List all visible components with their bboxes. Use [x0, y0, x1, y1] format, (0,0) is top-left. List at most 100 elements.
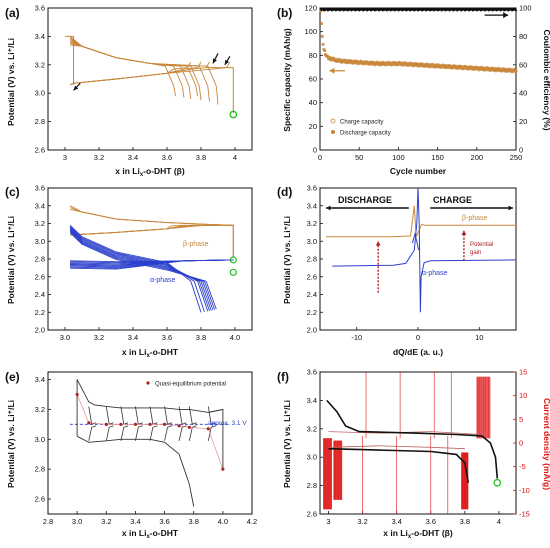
y2label-f: Current density (mA/g): [542, 398, 550, 490]
annotation-gain: gain: [470, 250, 481, 256]
relaxation-step: [149, 406, 158, 425]
y2-tick-label: 15: [519, 368, 527, 377]
x-tick-label: 100: [392, 153, 405, 162]
legend-label-discharge: Discharge capacity: [340, 131, 391, 137]
y-tick-label: 2.8: [307, 255, 317, 264]
x-tick-label: 3.0: [60, 333, 70, 342]
end-marker: [229, 110, 238, 119]
x-tick-label: 200: [471, 153, 484, 162]
plot-frame-b: [319, 7, 517, 151]
beta-discharge-curve: [70, 208, 234, 258]
y2-tick-label: 80: [519, 32, 527, 41]
relaxation-step: [135, 425, 143, 441]
discharge-curve: [69, 40, 176, 97]
alpha-discharge-curve: [69, 230, 214, 311]
alpha-charge-curve: [70, 259, 234, 270]
panel-d: (d) -10 0 10 2.0 2.2 2.4 2.6 2.8 3.0 3.2 3.4 3.6 DI…: [277, 184, 517, 357]
axis-ticks-c: 3.0 3.2 3.4 3.6 3.8 4.0 2.0 2.2 2.4 2.6 2.8 3.0 3.2 3…: [35, 184, 241, 343]
x-tick-label: 0: [416, 333, 420, 342]
x-tick-label: 3.6: [159, 517, 169, 526]
y-tick-label: 2.0: [307, 326, 317, 335]
alpha-discharge-curve: [69, 225, 205, 312]
relaxation-step: [135, 406, 143, 425]
y-tick-label: 2.0: [35, 326, 45, 335]
annotation-charge: CHARGE: [433, 195, 472, 205]
alpha-discharge-curve: [69, 227, 209, 312]
y-tick-label: 100: [304, 27, 317, 36]
x-tick-label: 3.8: [460, 517, 470, 526]
axis-ticks-f: 3 3.2 3.4 3.6 3.8 4 2.6 2.8 3.0 3.2 3.4 3.6 -15 -10 -5…: [307, 368, 530, 527]
potential-arrow-right-head: [461, 230, 467, 235]
alpha-discharge-curve: [69, 224, 202, 313]
relaxation-step: [105, 406, 114, 425]
y2-tick-label: 10: [519, 391, 527, 400]
x-tick-label: 3.2: [94, 333, 104, 342]
x-tick-label: 3.8: [196, 333, 206, 342]
y-tick-label: 3.6: [35, 184, 45, 193]
y-tick-label: 3.0: [35, 435, 45, 444]
x-tick-label: 4: [233, 153, 237, 162]
plot-frame-e: [47, 371, 253, 515]
x-tick-label: 50: [355, 153, 363, 162]
y-tick-label: 2.6: [307, 272, 317, 281]
quasi-point: [221, 467, 225, 471]
arrow-head: [212, 58, 217, 64]
arrow-head: [73, 85, 79, 91]
panel-label-d: (d): [277, 185, 292, 199]
legend-e: Quasi-equilibrium potential: [146, 381, 226, 388]
y2-tick-label: 20: [519, 117, 527, 126]
y2-tick-label: 0: [519, 439, 523, 448]
relaxation-step: [178, 406, 187, 425]
y-tick-label: 3.6: [307, 368, 317, 377]
panel-label-e: (e): [5, 370, 20, 384]
relaxation-step: [178, 425, 187, 441]
xlabel-d: dQ/dE (a. u.): [393, 347, 443, 357]
relaxation-step: [88, 425, 97, 441]
marker-upper: [229, 256, 237, 264]
legend-b: Charge capacity Discharge capacity: [330, 118, 391, 137]
alpha-spike: [412, 232, 420, 251]
alpha-discharge-curve: [69, 229, 212, 311]
axis-ticks-a: 3 3.2 3.4 3.6 3.8 4 2.6 2.8 3.0 3.2 3.4 3.6: [35, 4, 238, 163]
relaxation-step: [105, 425, 114, 441]
quasi-point: [148, 422, 152, 426]
panel-f: (f) 3 3.2 3.4 3.6 3.8 4 2.6 2.8 3.0 3.2 3.4 3.6 -15 -…: [277, 368, 550, 541]
y-tick-label: 2.2: [35, 308, 45, 317]
y-tick-label: 2.6: [307, 510, 317, 519]
panel-label-b: (b): [277, 6, 292, 20]
x-tick-label: 3.8: [188, 517, 198, 526]
discharge-curve: [69, 37, 192, 99]
ylabel-e: Potential (V) vs. Li⁺/Li: [6, 400, 16, 488]
y-tick-label: 80: [309, 51, 317, 60]
annotation-alpha-d: α-phase: [422, 270, 448, 277]
quasi-point: [177, 424, 181, 428]
series-e: [69, 379, 231, 507]
y-tick-label: 2.4: [307, 290, 317, 299]
x-tick-label: 3.4: [130, 517, 140, 526]
y-tick-label: 2.4: [35, 290, 45, 299]
x-tick-label: 3.6: [162, 333, 172, 342]
ylabel-d: Potential (V) vs. Li⁺/Li: [282, 216, 292, 304]
discharge-arrow-head: [326, 205, 331, 211]
panel-label-f: (f): [277, 370, 289, 384]
y-tick-label: 2.6: [35, 146, 45, 155]
x-tick-label: 10: [475, 333, 483, 342]
y-tick-label: 3.4: [35, 201, 45, 210]
legend-marker-quasi: [146, 381, 150, 385]
annotation-beta-c: β-phase: [183, 241, 209, 248]
y-tick-label: 40: [309, 98, 317, 107]
x-tick-label: 3.2: [357, 517, 367, 526]
y-tick-label: 2.8: [307, 481, 317, 490]
panel-e: (e) 2.8 3.0 3.2 3.4 3.6 3.8 4.0 4.2 2.6 2.8 3.0 3.2…: [5, 370, 257, 540]
series-b: [319, 7, 518, 74]
x-tick-label: 3.8: [196, 153, 206, 162]
final-step: [208, 408, 224, 470]
y-tick-label: 3.2: [35, 405, 45, 414]
y-tick-label: 2.8: [35, 117, 45, 126]
y-tick-label: 3.0: [35, 89, 45, 98]
quasi-point: [75, 392, 79, 397]
arrow-head: [224, 59, 229, 65]
legend-marker-discharge: [331, 130, 335, 134]
y2-tick-label: 0: [519, 146, 523, 155]
plot-frame-d: [319, 187, 517, 331]
